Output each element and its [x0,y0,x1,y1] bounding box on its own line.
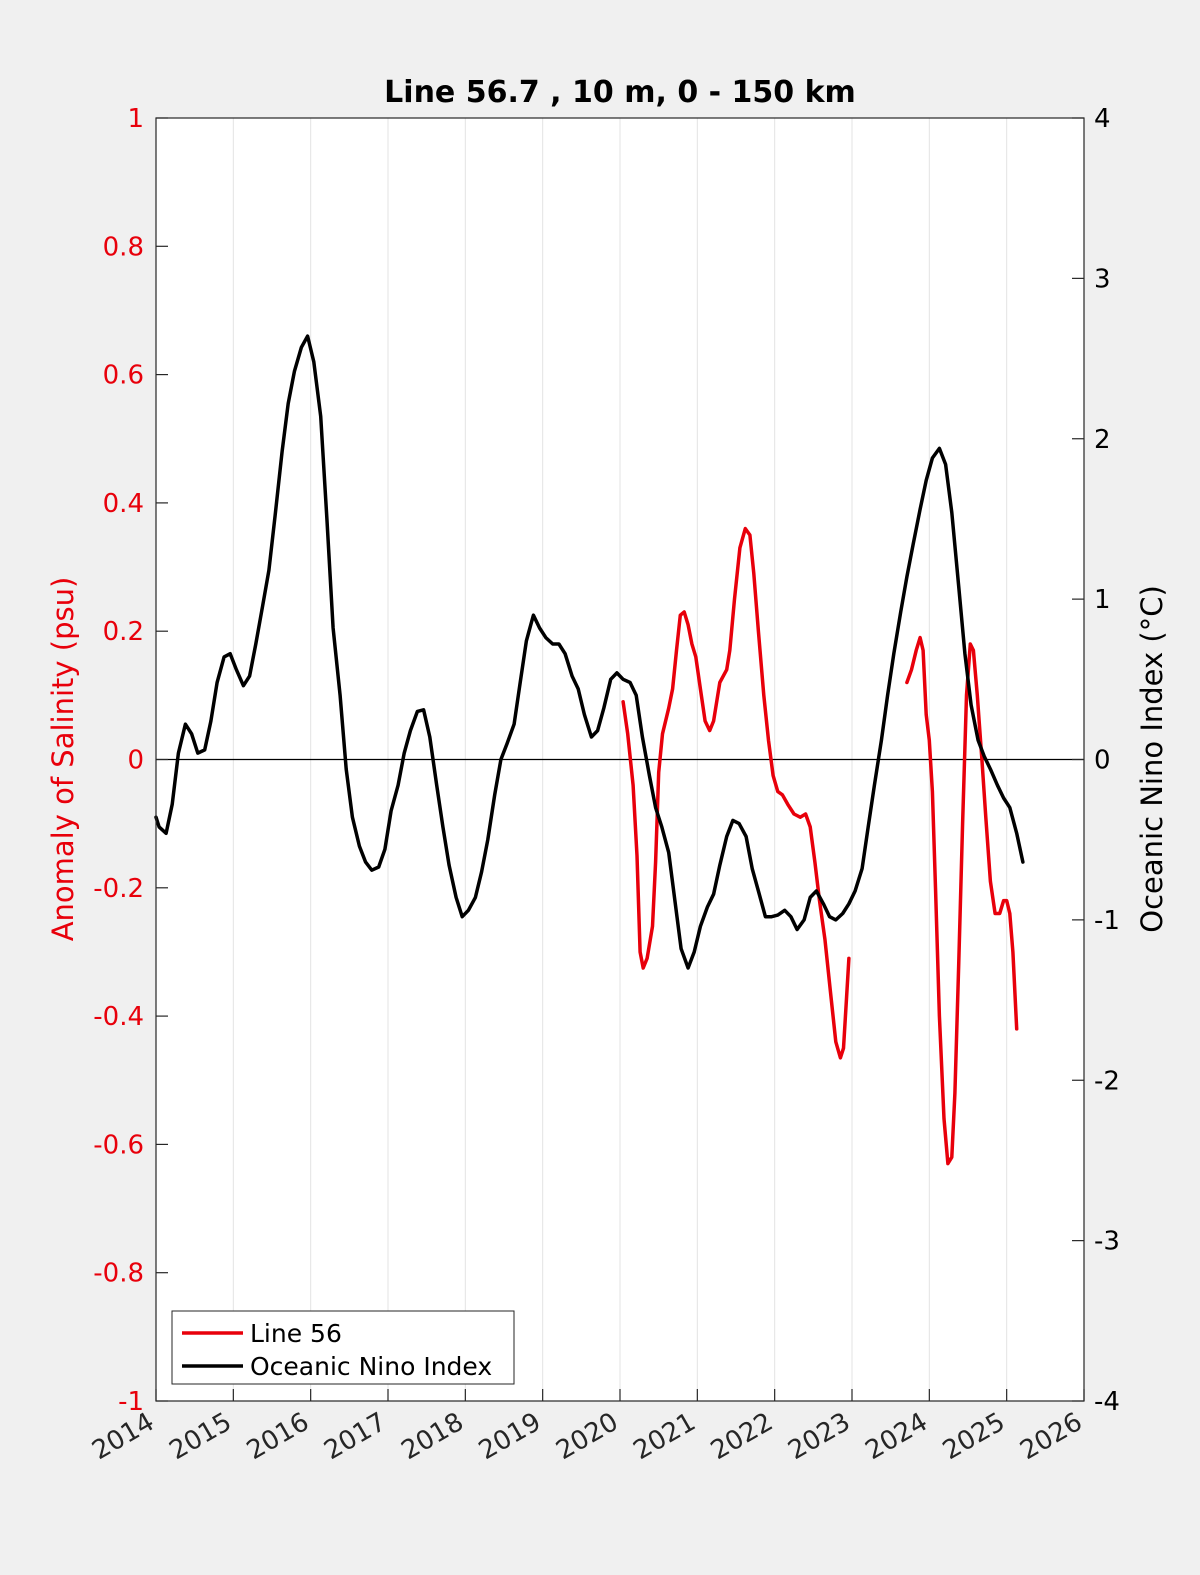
y-right-tick-label: -4 [1094,1387,1120,1417]
y-left-tick-label: 0.4 [103,489,144,519]
y-right-tick-label: -1 [1094,906,1120,936]
y-left-tick-label: 0.2 [103,617,144,647]
y-right-tick-label: -3 [1094,1227,1120,1257]
left-axis-label: Anomaly of Salinity (psu) [46,577,80,942]
legend-box [171,1310,515,1385]
legend-label-line-56: Line 56 [250,1319,342,1348]
y-left-tick-label: 0.8 [103,232,144,262]
y-left-tick-label: -0.6 [93,1130,144,1160]
series-lines [154,334,1025,1166]
x-tick-label: 2020 [551,1407,623,1466]
legend: Line 56 Oceanic Nino Index [171,1310,515,1385]
line-56-series-segment-2 [905,635,1019,1166]
x-tick-label: 2024 [861,1407,933,1466]
chart-title: Line 56.7 , 10 m, 0 - 150 km [384,75,856,110]
oni-series-segment-1 [154,334,1025,970]
y-left-tick-label: 1 [127,104,144,134]
y-right-tick-label: 2 [1094,425,1111,455]
x-tick-label: 2023 [783,1407,855,1466]
x-tick-label: 2019 [474,1407,546,1466]
y-left-tick-label: -0.4 [93,1002,144,1032]
line-56-series-segment-1 [621,526,851,1060]
y-right-tick-label: 4 [1094,104,1111,134]
y-left-tick-label: -0.2 [93,874,144,904]
x-tick-label: 2015 [165,1407,237,1466]
y-left-tick-label: -0.8 [93,1259,144,1289]
y-right-tick-label: -2 [1094,1066,1120,1096]
x-tick-label: 2022 [706,1407,778,1466]
x-tick-label: 2025 [938,1407,1010,1466]
right-axis-label: Oceanic Nino Index (°C) [1135,585,1169,933]
x-tick-label: 2026 [1015,1407,1087,1466]
y-right-tick-label: 3 [1094,264,1111,294]
x-tick-label: 2016 [242,1407,314,1466]
y-left-tick-label: 0.6 [103,361,144,391]
y-right-tick-label: 1 [1094,585,1111,615]
x-tick-label: 2017 [319,1407,391,1466]
x-tick-label: 2018 [397,1407,469,1466]
y-right-tick-label: 0 [1094,746,1111,776]
x-tick-label: 2021 [629,1407,701,1466]
y-left-tick-label: -1 [118,1387,144,1417]
y-left-tick-label: 0 [127,746,144,776]
legend-label-oni: Oceanic Nino Index [250,1352,492,1381]
